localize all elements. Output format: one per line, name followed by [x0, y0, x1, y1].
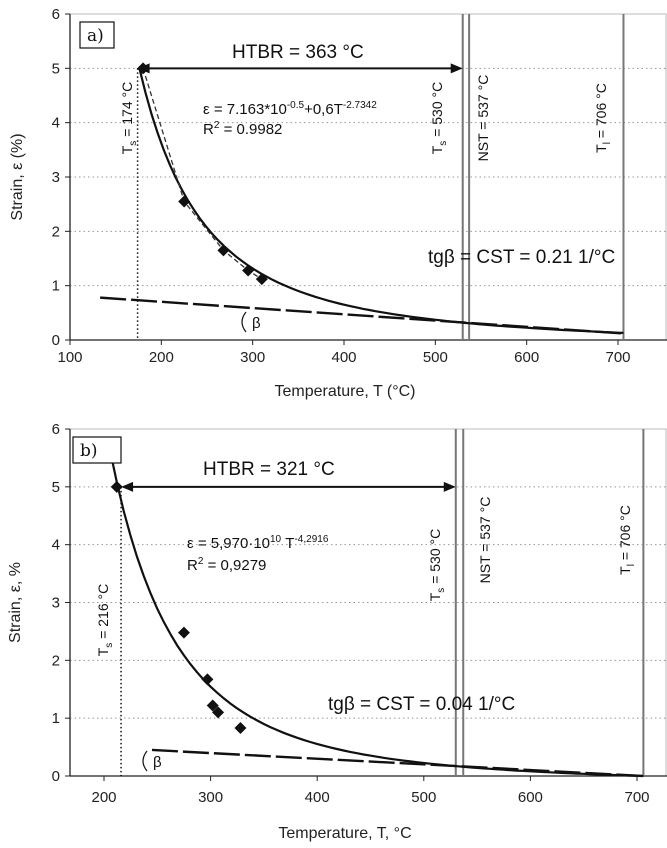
panel-label: a)	[87, 26, 104, 46]
temperature-label-value: = 530 °C	[427, 529, 443, 588]
chart-panel-a: 0 1 2 3 4 5 6 100 200 300 400 500 600 700 Temperature,…	[9, 6, 667, 400]
data-point	[256, 273, 268, 285]
temperature-label: NST = 537 °C	[477, 497, 493, 584]
y-axis-title: Strain, ε, %	[7, 562, 24, 643]
data-point	[178, 627, 190, 639]
x-axis-title: Temperature, T, °C	[278, 825, 411, 842]
y-tick-label: 2	[52, 223, 60, 240]
y-tick-label: 5	[52, 479, 60, 496]
fit-equation-mid: T	[281, 535, 294, 552]
htbr-arrow-head-right	[444, 482, 456, 492]
tangent-line	[100, 298, 623, 334]
temperature-label: Ts = 216 °C	[95, 584, 115, 656]
r-squared-value: = 0.9982	[219, 121, 282, 138]
x-tick-label: 200	[91, 789, 116, 806]
tangent-line	[152, 750, 643, 776]
fit-equation-exponent: 10	[270, 534, 282, 545]
beta-arc	[143, 751, 147, 771]
data-point	[201, 673, 213, 685]
data-trend-line	[143, 68, 262, 279]
temperature-label: Tl = 706 °C	[617, 505, 637, 575]
x-tick-label: 600	[518, 789, 543, 806]
y-tick-label: 5	[52, 60, 60, 77]
fit-equation-exponent: -0.5	[287, 100, 305, 111]
fit-equation-exponent: -4,2916	[294, 534, 328, 545]
panel-label: b)	[80, 441, 98, 461]
fit-equation-mid: +0,6T	[304, 101, 343, 118]
y-tick-label: 3	[52, 595, 60, 612]
x-tick-label: 200	[149, 349, 174, 366]
temperature-label: NST = 537 °C	[475, 75, 491, 162]
y-tick-label: 6	[52, 421, 60, 438]
y-tick-label: 2	[52, 652, 60, 669]
temperature-label-value: = 216 °C	[95, 584, 111, 643]
temperature-label-value: = 530 °C	[429, 82, 445, 141]
x-tick-label: 700	[624, 789, 649, 806]
y-tick-label: 1	[52, 710, 60, 727]
y-tick-label: 3	[52, 169, 60, 186]
beta-arc	[242, 312, 246, 332]
x-axis-title: Temperature, T (°C)	[275, 383, 416, 400]
data-point	[234, 722, 246, 734]
data-point	[137, 62, 149, 74]
fit-equation-main: ε = 5,970·10	[187, 535, 270, 552]
y-tick-label: 1	[52, 278, 60, 295]
fit-equation-exponent: -2.7342	[343, 100, 377, 111]
x-tick-label: 700	[605, 349, 630, 366]
fit-equation: ε = 5,970·1010 T-4,2916	[187, 534, 329, 552]
r-squared-symbol: R	[203, 121, 214, 138]
temperature-label-value: = 706 °C	[593, 83, 609, 142]
temperature-label: Ts = 174 °C	[119, 82, 139, 154]
cst-label: tgβ = CST = 0.04 1/°C	[328, 694, 515, 715]
temperature-label-main: NST = 537 °C	[475, 75, 491, 162]
x-tick-label: 300	[198, 789, 223, 806]
y-axis-title: Strain, ε (%)	[9, 133, 26, 220]
htbr-label: HTBR = 321 °C	[203, 459, 335, 480]
htbr-arrow-head-right	[451, 63, 463, 73]
temperature-label: Ts = 530 °C	[429, 82, 449, 154]
y-tick-label: 6	[52, 6, 60, 23]
beta-label: β	[153, 754, 162, 771]
cst-label: tgβ = CST = 0.21 1/°C	[428, 247, 615, 268]
r-squared-symbol: R	[187, 557, 198, 574]
y-tick-label: 4	[52, 115, 60, 132]
x-tick-label: 100	[57, 349, 82, 366]
chart-panel-b: 0 1 2 3 4 5 6 200 300 400 500 600 700 Temperature, T,…	[7, 421, 667, 842]
x-tick-label: 600	[514, 349, 539, 366]
temperature-label-value: = 174 °C	[119, 82, 135, 141]
fit-equation-main: ε = 7.163*10	[203, 101, 287, 118]
r-squared-value: = 0,9279	[203, 557, 266, 574]
x-tick-label: 400	[305, 789, 330, 806]
temperature-label-main: NST = 537 °C	[477, 497, 493, 584]
x-tick-label: 300	[240, 349, 265, 366]
htbr-arrow-head-left	[121, 482, 133, 492]
x-tick-label: 400	[331, 349, 356, 366]
y-tick-label: 4	[52, 537, 60, 554]
htbr-label: HTBR = 363 °C	[232, 42, 364, 63]
fit-equation: ε = 7.163*10-0.5+0,6T-2.7342	[203, 100, 377, 118]
r-squared: R2 = 0.9982	[203, 120, 282, 138]
temperature-label: Tl = 706 °C	[593, 83, 613, 153]
x-tick-label: 500	[411, 789, 436, 806]
x-tick-label: 500	[423, 349, 448, 366]
temperature-label: Ts = 530 °C	[427, 529, 447, 601]
temperature-label-value: = 706 °C	[617, 505, 633, 564]
beta-label: β	[252, 315, 261, 332]
r-squared: R2 = 0,9279	[187, 556, 266, 574]
y-tick-label: 0	[52, 768, 60, 785]
y-tick-label: 0	[52, 332, 60, 349]
fit-curve	[110, 452, 643, 776]
